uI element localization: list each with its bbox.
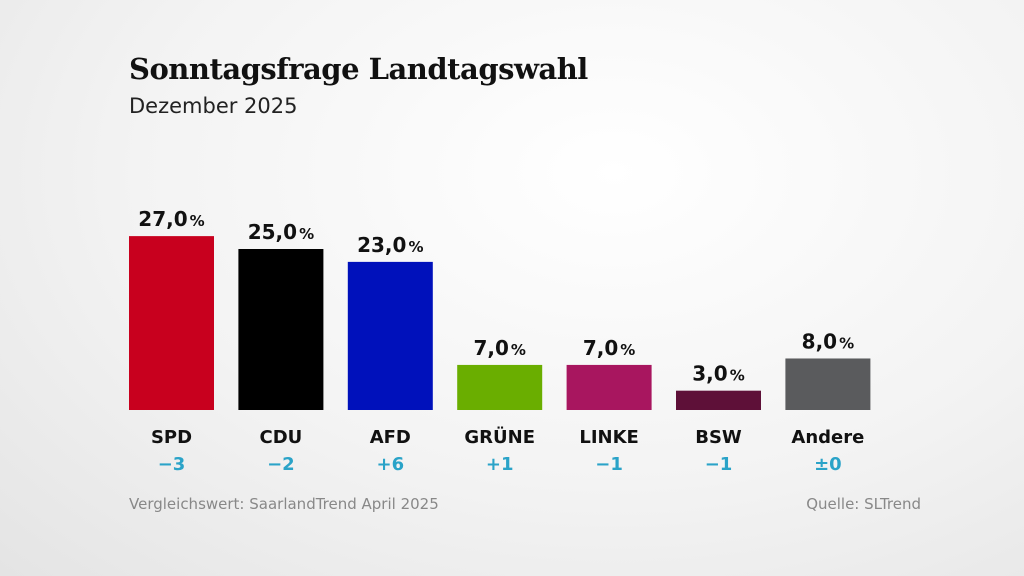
change-label: +6 xyxy=(376,454,404,475)
bar-afd xyxy=(347,261,433,410)
change-label: −1 xyxy=(705,454,733,475)
comparison-note: Vergleichswert: SaarlandTrend April 2025 xyxy=(129,495,439,513)
bar-grüne xyxy=(457,364,543,410)
category-label: BSW xyxy=(695,427,742,448)
change-label: −2 xyxy=(267,454,295,475)
change-label: +1 xyxy=(486,454,514,475)
bar-cdu xyxy=(238,249,324,410)
value-label: 7,0% xyxy=(583,336,635,360)
bar-andere xyxy=(785,358,871,410)
category-label: Andere xyxy=(791,427,864,448)
bar-spd xyxy=(129,236,214,410)
value-label: 3,0% xyxy=(692,362,744,386)
category-label: GRÜNE xyxy=(464,426,535,448)
category-label: CDU xyxy=(260,427,303,448)
chart-subtitle: Dezember 2025 xyxy=(129,94,298,118)
value-label: 25,0% xyxy=(248,220,314,244)
bar-bsw xyxy=(676,390,761,410)
category-label: SPD xyxy=(151,427,192,448)
value-label: 23,0% xyxy=(357,233,423,257)
change-label: −1 xyxy=(595,454,623,475)
change-label: ±0 xyxy=(814,454,842,475)
category-label: LINKE xyxy=(579,427,638,448)
category-label: AFD xyxy=(370,427,411,448)
source-note: Quelle: SLTrend xyxy=(806,495,921,513)
value-label: 8,0% xyxy=(802,329,854,353)
value-label: 27,0% xyxy=(138,207,204,231)
bar-linke xyxy=(566,364,652,410)
change-label: −3 xyxy=(158,454,186,475)
chart-title: Sonntagsfrage Landtagswahl xyxy=(129,52,588,86)
value-label: 7,0% xyxy=(473,336,525,360)
